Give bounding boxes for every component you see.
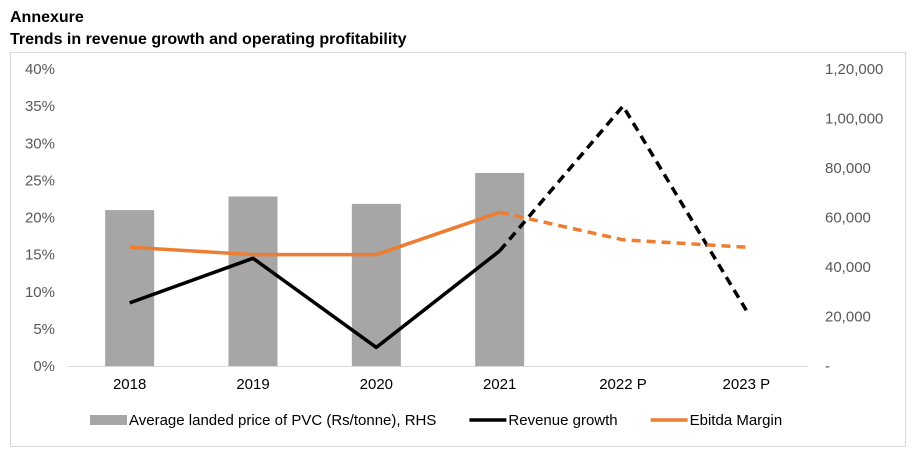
chart-frame <box>10 52 906 447</box>
right-axis-tick-label: - <box>825 358 830 375</box>
pvc-price-bar <box>228 196 278 366</box>
x-axis-tick-label: 2023 P <box>723 376 771 393</box>
left-axis-tick-label: 0% <box>33 358 55 375</box>
pvc-price-bar <box>105 210 155 366</box>
left-axis-tick-label: 15% <box>25 247 55 264</box>
left-axis-tick-label: 35% <box>25 98 55 115</box>
legend-label: Revenue growth <box>508 412 617 429</box>
x-axis-tick-label: 2018 <box>113 376 146 393</box>
right-axis-tick-label: 1,20,000 <box>825 61 883 78</box>
ebitda-margin-line <box>129 210 501 257</box>
legend-label: Ebitda Margin <box>690 412 783 429</box>
x-axis-tick-label: 2021 <box>483 376 516 393</box>
right-axis-tick-label: 80,000 <box>825 160 871 177</box>
x-axis-tick-label: 2019 <box>236 376 269 393</box>
left-axis-tick-label: 25% <box>25 172 55 189</box>
x-axis-tick-label: 2020 <box>360 376 393 393</box>
right-axis-tick-label: 20,000 <box>825 309 871 326</box>
right-axis-tick-label: 60,000 <box>825 210 871 227</box>
legend-swatch-average-landed-price-of-pvc-rs-tonne-rhs <box>90 415 127 425</box>
right-axis-tick-label: 40,000 <box>825 259 871 276</box>
annexure-heading: Annexure <box>10 9 84 26</box>
right-axis-tick-label: 1,00,000 <box>825 111 883 128</box>
revenue-growth-line <box>129 249 501 350</box>
left-axis-tick-label: 20% <box>25 210 55 227</box>
pvc-price-bar <box>351 203 401 366</box>
left-axis-tick-label: 40% <box>25 61 55 78</box>
pvc-price-bar <box>475 172 525 366</box>
ebitda-margin-projected-line <box>499 210 747 249</box>
revenue-growth-projected-line <box>498 103 748 312</box>
x-axis-tick-label: 2022 P <box>599 376 647 393</box>
left-axis-tick-label: 30% <box>25 135 55 152</box>
left-axis-tick-label: 10% <box>25 284 55 301</box>
chart-title: Trends in revenue growth and operating p… <box>10 31 407 48</box>
left-axis-tick-label: 5% <box>33 321 55 338</box>
legend-label: Average landed price of PVC (Rs/tonne), … <box>129 412 436 429</box>
